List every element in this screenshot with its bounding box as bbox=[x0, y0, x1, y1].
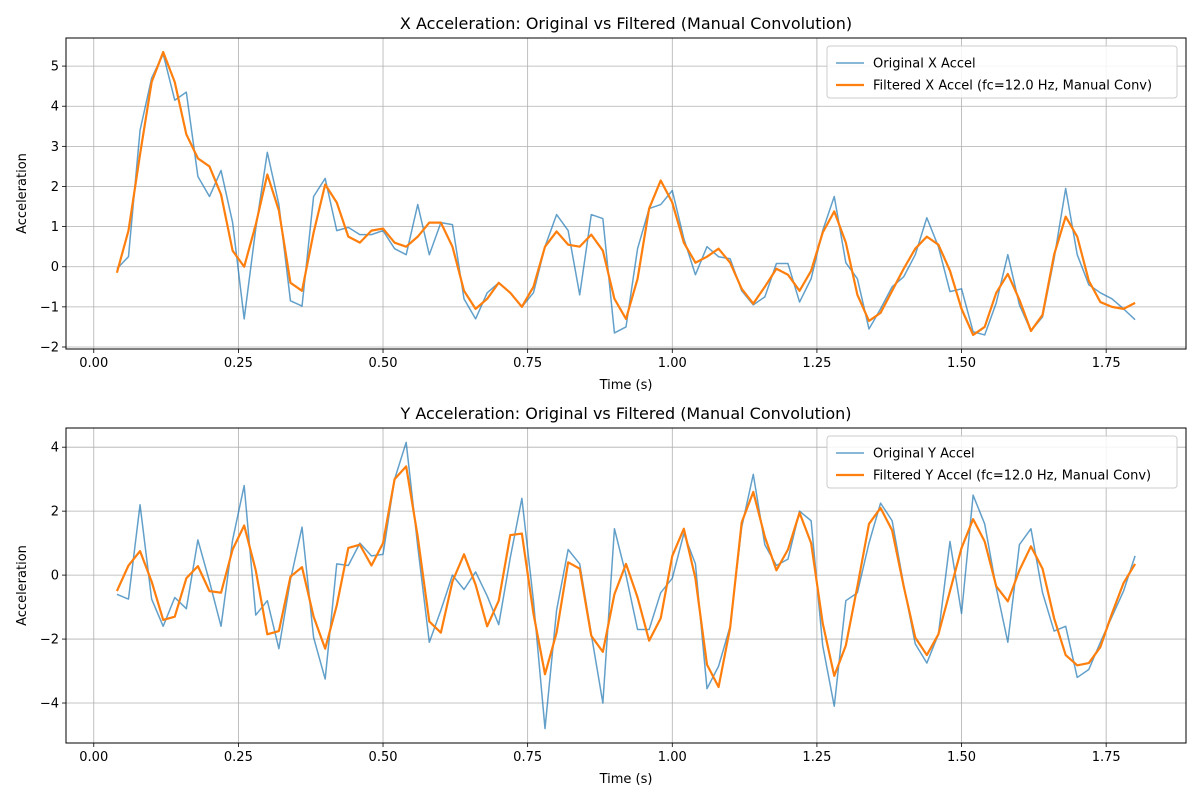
axes-frame bbox=[65, 37, 1187, 350]
x-axis-label: Time (s) bbox=[599, 378, 653, 393]
chart-panel-1: 0.00 0.25 0.50 0.75 1.00 1.25 1.50 1.75 −2 −1 0 1 2 3… bbox=[15, 14, 1187, 393]
y-tick-label: 4 bbox=[51, 441, 59, 456]
x-tick-label: 1.25 bbox=[802, 750, 831, 765]
x-tick-label: 1.25 bbox=[802, 356, 831, 371]
legend-entry: Filtered X Accel (fc=12.0 Hz, Manual Con… bbox=[873, 79, 1152, 94]
series-line-original bbox=[116, 441, 1136, 730]
y-tick-label: 3 bbox=[51, 140, 59, 155]
legend-entry: Original X Accel bbox=[873, 57, 976, 72]
y-axis-label: Acceleration bbox=[15, 545, 30, 626]
x-tick-label: 1.75 bbox=[1092, 750, 1121, 765]
chart-title: Y Acceleration: Original vs Filtered (Ma… bbox=[399, 404, 851, 423]
x-tick-label: 0.25 bbox=[224, 750, 253, 765]
y-tick-label: −2 bbox=[40, 633, 59, 648]
x-tick-label: 0.25 bbox=[224, 356, 253, 371]
legend-entry: Original Y Accel bbox=[873, 447, 975, 462]
x-tick-label: 1.00 bbox=[658, 356, 687, 371]
x-tick-label: 0.75 bbox=[513, 750, 542, 765]
y-tick-label: −1 bbox=[40, 300, 59, 315]
axes-frame bbox=[65, 427, 1187, 744]
legend: Original X Accel Filtered X Accel (fc=12.… bbox=[826, 45, 1178, 99]
chart-panel-2: 0.00 0.25 0.50 0.75 1.00 1.25 1.50 1.75 −4 −2 0 2 4 Y… bbox=[15, 404, 1187, 787]
x-tick-label: 1.00 bbox=[658, 750, 687, 765]
legend: Original Y Accel Filtered Y Accel (fc=12.… bbox=[826, 435, 1178, 489]
y-tick-label: −4 bbox=[40, 697, 59, 712]
y-tick-label: −2 bbox=[40, 340, 59, 355]
y-tick-label: 5 bbox=[51, 60, 59, 75]
y-tick-label: 1 bbox=[51, 220, 59, 235]
series-line-filtered bbox=[115, 465, 1137, 689]
y-tick-label: 2 bbox=[51, 180, 59, 195]
x-tick-label: 1.50 bbox=[947, 750, 976, 765]
x-tick-label: 1.50 bbox=[947, 356, 976, 371]
series-line-filtered bbox=[115, 50, 1136, 337]
y-tick-label: 0 bbox=[51, 569, 59, 584]
chart-title: X Acceleration: Original vs Filtered (Ma… bbox=[400, 14, 852, 33]
x-tick-label: 0.50 bbox=[369, 356, 398, 371]
series-line-original bbox=[116, 53, 1136, 336]
y-tick-label: 0 bbox=[51, 260, 59, 275]
x-tick-label: 0.50 bbox=[369, 750, 398, 765]
y-axis-label: Acceleration bbox=[15, 153, 30, 234]
x-tick-label: 0.00 bbox=[79, 750, 108, 765]
x-tick-label: 0.75 bbox=[513, 356, 542, 371]
x-axis-label: Time (s) bbox=[599, 772, 653, 787]
legend-entry: Filtered Y Accel (fc=12.0 Hz, Manual Con… bbox=[873, 469, 1151, 484]
legend-box bbox=[826, 45, 1178, 99]
x-tick-label: 0.00 bbox=[79, 356, 108, 371]
y-tick-label: 4 bbox=[51, 100, 59, 115]
x-tick-label: 1.75 bbox=[1092, 356, 1121, 371]
y-tick-label: 2 bbox=[51, 505, 59, 520]
legend-box bbox=[826, 435, 1178, 489]
